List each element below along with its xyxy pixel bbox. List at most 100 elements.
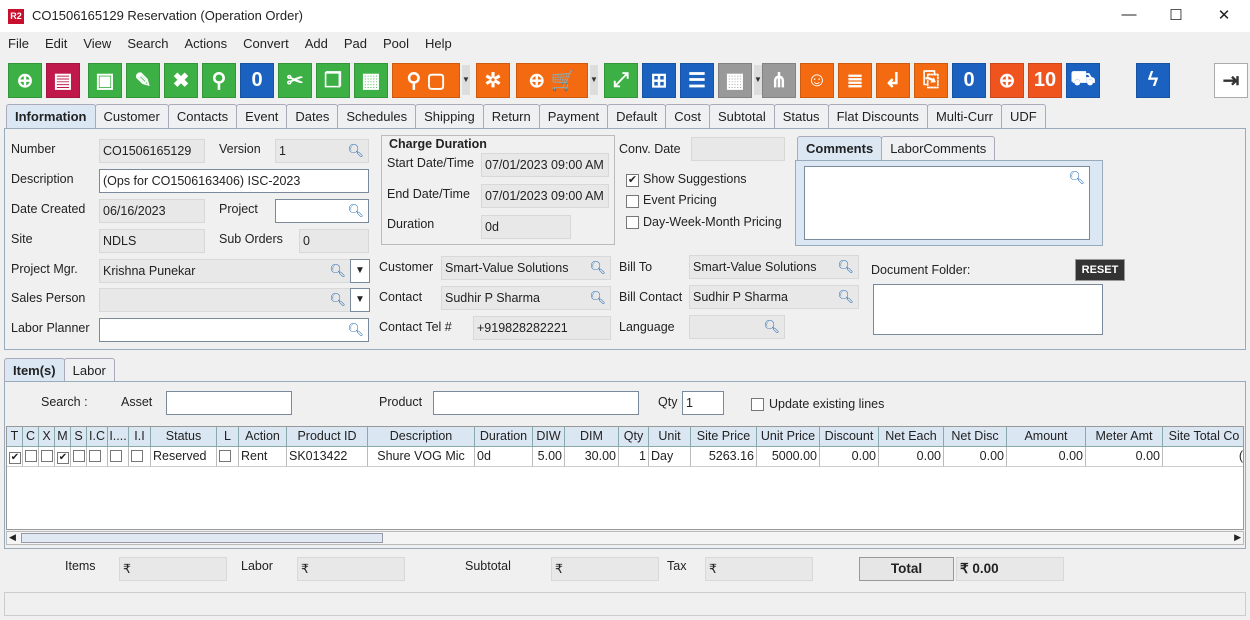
lightning-button[interactable]: ϟ — [1136, 63, 1170, 98]
cut-scissors-button[interactable]: ✂ — [278, 63, 312, 98]
tab-customer[interactable]: Customer — [94, 104, 169, 128]
tab-subtotal[interactable]: Subtotal — [709, 104, 775, 128]
menu-convert[interactable]: Convert — [243, 36, 289, 51]
search-icon[interactable]: 🔍︎ — [347, 143, 364, 158]
close-button[interactable]: ✕ — [1217, 7, 1231, 24]
column-header-25[interactable]: Site Total Co — [1163, 427, 1243, 447]
row-checkbox[interactable] — [217, 447, 239, 467]
hierarchy-button[interactable]: ⊞ — [642, 63, 676, 98]
search-icon[interactable]: 🔍︎ — [347, 203, 364, 218]
search-product-button[interactable]: ⚲ ▢ — [392, 63, 460, 98]
reset-button[interactable]: RESET — [1075, 259, 1125, 281]
column-header-6[interactable]: I.... — [108, 427, 129, 447]
dwm-pricing-checkbox[interactable] — [626, 216, 639, 229]
column-header-7[interactable]: I.I — [129, 427, 151, 447]
checkbox[interactable] — [25, 450, 37, 462]
tab-items[interactable]: Item(s) — [4, 358, 65, 381]
print-button[interactable]: ▤ — [46, 63, 80, 98]
checkbox[interactable] — [219, 450, 231, 462]
copy-button[interactable]: ❐ — [316, 63, 350, 98]
search-icon[interactable]: 🔍︎ — [347, 322, 364, 337]
column-header-8[interactable]: Status — [151, 427, 217, 447]
column-header-20[interactable]: Discount — [820, 427, 879, 447]
tab-multi-curr[interactable]: Multi-Curr — [926, 104, 1002, 128]
row-checkbox[interactable]: ✔ — [7, 447, 23, 467]
comment-button[interactable]: ☰ — [680, 63, 714, 98]
column-header-24[interactable]: Meter Amt — [1086, 427, 1163, 447]
scrollbar-thumb[interactable] — [21, 533, 383, 543]
row-checkbox[interactable] — [129, 447, 151, 467]
column-header-4[interactable]: S — [71, 427, 87, 447]
horizontal-scrollbar[interactable]: ◀ ▶ — [6, 531, 1244, 545]
checkbox[interactable] — [41, 450, 53, 462]
column-header-16[interactable]: Qty — [619, 427, 649, 447]
search-icon[interactable]: 🔍︎ — [589, 290, 606, 305]
column-header-22[interactable]: Net Disc — [944, 427, 1007, 447]
save-button[interactable]: ▣ — [88, 63, 122, 98]
bill-to-field[interactable]: Smart-Value Solutions 🔍︎ — [689, 255, 859, 279]
search-icon[interactable]: 🔍︎ — [837, 259, 854, 274]
tab-default[interactable]: Default — [607, 104, 667, 128]
labor-planner-input[interactable]: 🔍︎ — [99, 318, 369, 342]
column-header-17[interactable]: Unit — [649, 427, 691, 447]
paste-button[interactable]: ▦ — [354, 63, 388, 98]
search-icon[interactable]: 🔍︎ — [1068, 170, 1085, 185]
menu-pool[interactable]: Pool — [382, 36, 409, 51]
dropdown-arrow-icon[interactable]: ▼ — [590, 65, 598, 95]
product-input[interactable] — [433, 391, 639, 415]
contact-field[interactable]: Sudhir P Sharma 🔍︎ — [441, 286, 611, 310]
tab-cost[interactable]: Cost — [665, 104, 710, 128]
return-button[interactable]: ↲ — [876, 63, 910, 98]
column-header-11[interactable]: Product ID — [287, 427, 368, 447]
tab-comments[interactable]: Comments — [797, 136, 883, 160]
tab-information[interactable]: Information — [6, 104, 96, 128]
checkbox[interactable] — [89, 450, 101, 462]
menu-view[interactable]: View — [83, 36, 112, 51]
menu-file[interactable]: File — [8, 36, 29, 51]
version-field[interactable]: 1 🔍︎ — [275, 139, 369, 163]
bill-contact-field[interactable]: Sudhir P Sharma 🔍︎ — [689, 285, 859, 309]
chevron-down-icon[interactable]: ▼ — [350, 288, 370, 312]
row-checkbox[interactable] — [87, 447, 108, 467]
menu-edit[interactable]: Edit — [44, 36, 68, 51]
column-header-3[interactable]: M — [55, 427, 71, 447]
scroll-right-icon[interactable]: ▶ — [1234, 532, 1241, 542]
column-header-12[interactable]: Description — [368, 427, 475, 447]
smiley-button[interactable]: ☺ — [800, 63, 834, 98]
tab-payment[interactable]: Payment — [538, 104, 609, 128]
document-folder-box[interactable] — [873, 284, 1103, 335]
delete-x-button[interactable]: ✖ — [164, 63, 198, 98]
scroll-list-button[interactable]: ≣ — [838, 63, 872, 98]
sales-person-field[interactable]: 🔍︎ — [99, 288, 351, 312]
dropdown-arrow-icon[interactable]: ▼ — [754, 65, 762, 95]
checkbox[interactable] — [110, 450, 122, 462]
calendar-button[interactable]: ▦ — [718, 63, 752, 98]
menu-help[interactable]: Help — [425, 36, 452, 51]
language-field[interactable]: 🔍︎ — [689, 315, 785, 339]
row-checkbox[interactable] — [39, 447, 55, 467]
chevron-down-icon[interactable]: ▼ — [350, 259, 370, 283]
total-button[interactable]: Total — [859, 557, 954, 581]
tab-contacts[interactable]: Contacts — [167, 104, 238, 128]
zero-copy-button[interactable]: 0 — [240, 63, 274, 98]
project-input[interactable]: 🔍︎ — [275, 199, 369, 223]
tab-dates[interactable]: Dates — [286, 104, 339, 128]
search-icon[interactable]: 🔍︎ — [329, 292, 346, 307]
column-header-21[interactable]: Net Each — [879, 427, 944, 447]
tab-labor-comments[interactable]: LaborComments — [881, 136, 996, 160]
edit-pencil-button[interactable]: ✎ — [126, 63, 160, 98]
asset-input[interactable] — [166, 391, 292, 415]
new-document-button[interactable]: ⊕ — [8, 63, 42, 98]
column-header-0[interactable]: T — [7, 427, 23, 447]
tab-status[interactable]: Status — [773, 104, 829, 128]
dropdown-arrow-icon[interactable]: ▼ — [462, 65, 470, 95]
search-icon[interactable]: 🔍︎ — [837, 289, 854, 304]
tab-shipping[interactable]: Shipping — [415, 104, 484, 128]
qty-input[interactable]: 1 — [682, 391, 724, 415]
checkbox[interactable]: ✔ — [57, 452, 69, 464]
column-header-14[interactable]: DIW — [533, 427, 565, 447]
chat-zero-button[interactable]: 0 — [952, 63, 986, 98]
delivery-truck-button[interactable]: ⛟ — [1066, 63, 1100, 98]
project-mgr-field[interactable]: Krishna Punekar 🔍︎ — [99, 259, 351, 283]
column-header-13[interactable]: Duration — [475, 427, 533, 447]
